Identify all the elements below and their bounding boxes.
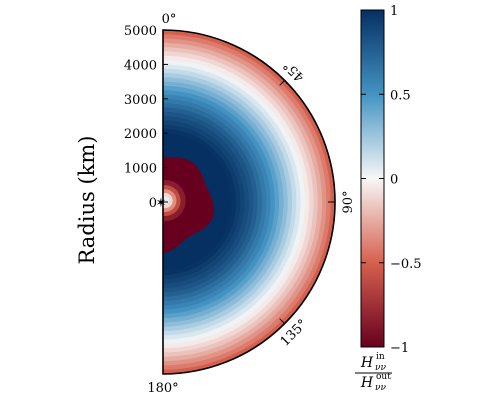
colorbar-label: H νν in H νν out <box>355 352 392 393</box>
radial-axis: 0 1000 2000 3000 4000 5000 ✶ <box>124 24 168 211</box>
colorbar-label-top-main: H <box>360 355 374 371</box>
radial-tick-label: 2000 <box>124 127 157 142</box>
colorbar-tick-label: −1 <box>390 341 409 356</box>
radial-tick-label: 0 <box>149 196 157 211</box>
radial-tick-label: 4000 <box>124 58 157 73</box>
colorbar: 1 0.5 0 −0.5 −1 H νν in H νν out <box>355 4 422 393</box>
angle-tick-label: 90° <box>341 190 356 213</box>
origin-marker: ✶ <box>156 196 167 211</box>
angle-tick <box>279 80 285 86</box>
colorbar-tick-label: −0.5 <box>390 257 422 272</box>
colorbar-label-bottom-sub: νν <box>375 383 386 393</box>
core-band <box>163 196 170 205</box>
colorbar-tick-label: 0.5 <box>390 88 411 103</box>
radial-tick-label: 3000 <box>124 93 157 108</box>
colorbar-label-top-sub: νν <box>375 363 386 373</box>
polar-heatmap <box>163 30 335 374</box>
polar-outline <box>162 29 336 375</box>
svg-text:H: H <box>360 355 374 371</box>
radial-tick-label: 1000 <box>124 162 157 177</box>
colorbar-label-bottom-sup: out <box>376 372 391 382</box>
colorbar-label-bottom-main: H <box>360 375 374 391</box>
colorbar-tick-label: 0 <box>390 173 398 188</box>
colorbar-label-top-sup: in <box>376 352 385 362</box>
core-region <box>163 156 215 254</box>
angle-tick <box>279 318 285 324</box>
colorbar-tick-label: 1 <box>390 4 398 19</box>
angle-tick-label: 0° <box>162 12 177 27</box>
radial-tick-label: 5000 <box>124 24 157 39</box>
angle-tick-label: 180° <box>147 381 178 396</box>
ylabel: Radius (km) <box>75 136 99 265</box>
